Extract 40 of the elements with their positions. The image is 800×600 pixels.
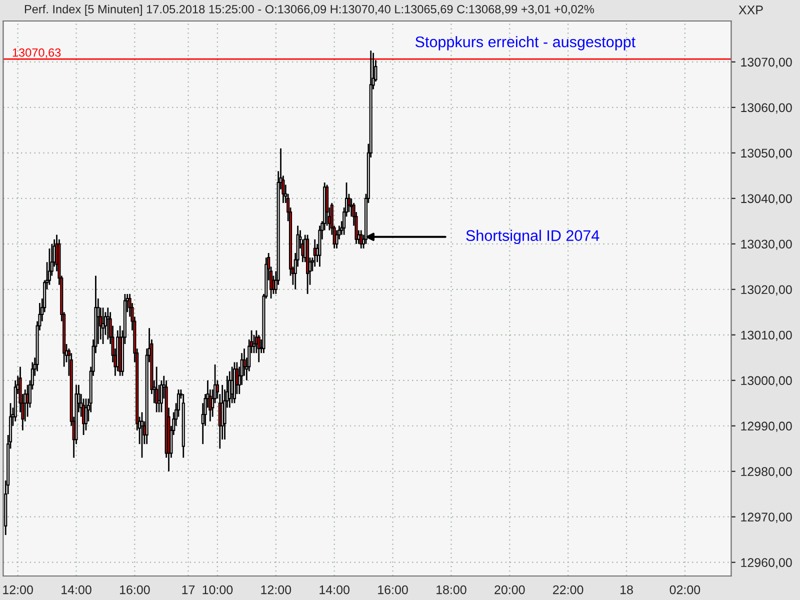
y-tick-label: 12960,00: [741, 558, 792, 568]
candlestick: [155, 366, 158, 413]
y-axis-title: XXP: [738, 6, 763, 14]
candlestick: [140, 412, 144, 458]
annotation: Shortsignal ID 2074: [466, 230, 600, 244]
x-tick-label: 20:00: [494, 585, 525, 594]
candlestick: [101, 306, 105, 345]
candlestick: [106, 306, 110, 340]
x-tick-label: 12:00: [261, 585, 292, 594]
y-tick-label: 13000,00: [741, 376, 792, 387]
x-tick-label: 12:00: [3, 585, 33, 594]
x-tick-label: 10:00: [202, 585, 233, 594]
y-tick-label: 13050,00: [741, 148, 792, 160]
candlestick: [252, 334, 256, 354]
candlestick: [360, 230, 363, 250]
y-tick-label: 12970,00: [741, 512, 792, 523]
ref-line-label: 13070,63: [12, 48, 61, 58]
x-tick-label: 16:00: [378, 585, 408, 594]
x-tick-label: 14:00: [62, 585, 92, 594]
x-tick-label: 17: [182, 585, 195, 594]
candlestick: [335, 230, 338, 250]
x-tick-label: 18: [620, 585, 633, 594]
y-tick-label: 12980,00: [741, 467, 792, 478]
y-tick-label: 13060,00: [741, 103, 792, 114]
y-tick-label: 13070,00: [741, 58, 792, 68]
x-tick-label: 18:00: [436, 585, 466, 594]
candlestick: [48, 248, 51, 286]
y-tick-label: 12990,00: [741, 422, 792, 432]
x-tick-label: 02:00: [670, 585, 700, 594]
x-tick-label: 22:00: [553, 585, 584, 594]
y-tick-label: 13010,00: [741, 330, 792, 342]
chart-title: Perf. Index [5 Minuten] 17.05.2018 15:25:00 - O:13066,09 H:13070,40 L:13065,69 C:13068,99 +3,01 +0,02%: [24, 4, 594, 16]
y-tick-label: 13030,00: [741, 240, 792, 250]
x-tick-label: 16:00: [120, 585, 150, 594]
annotation: Stoppkurs erreicht - ausgestoppt: [415, 36, 636, 50]
candlestick: [160, 380, 163, 413]
y-tick-label: 13020,00: [741, 285, 792, 296]
x-tick-label: 14:00: [320, 585, 350, 594]
candlestick: [84, 398, 88, 432]
y-tick-label: 13040,00: [741, 194, 792, 205]
